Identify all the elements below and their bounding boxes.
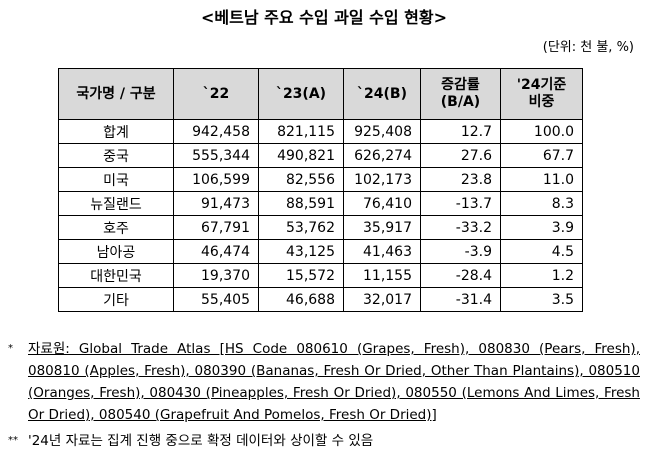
table-cell: 12.7 [420, 119, 501, 144]
table-cell: 4.5 [500, 239, 583, 264]
table-row: 합계 942,458 821,115 925,408 12.7 100.0 [58, 119, 583, 144]
table-cell: 91,473 [173, 191, 259, 216]
table-cell: 88,591 [258, 191, 344, 216]
table-cell: 32,017 [343, 287, 421, 312]
note: * 자료원: Global Trade Atlas [HS Code 080610… [8, 338, 640, 426]
table-cell: 626,274 [343, 143, 421, 168]
table-cell: 76,410 [343, 191, 421, 216]
table-body: 합계 942,458 821,115 925,408 12.7 100.0 중국 555,34… [58, 119, 583, 312]
table-cell: 15,572 [258, 263, 344, 288]
header-cell: `22 [173, 68, 259, 120]
header-cell: 국가명 / 구분 [58, 68, 174, 120]
note-marker: ** [8, 435, 18, 446]
table-cell: 19,370 [173, 263, 259, 288]
table-cell: 925,408 [343, 119, 421, 144]
table-cell: 35,917 [343, 215, 421, 240]
table-row: 기타 55,405 46,688 32,017 -31.4 3.5 [58, 287, 583, 312]
table-cell: 43,125 [258, 239, 344, 264]
table-cell: 490,821 [258, 143, 344, 168]
table-row: 미국 106,599 82,556 102,173 23.8 11.0 [58, 167, 583, 192]
table-cell: 555,344 [173, 143, 259, 168]
table-cell: 미국 [58, 167, 174, 192]
table-cell: 11,155 [343, 263, 421, 288]
table-cell: 기타 [58, 287, 174, 312]
table-cell: 67.7 [500, 143, 583, 168]
table-cell: 53,762 [258, 215, 344, 240]
title: <베트남 주요 수입 과일 수입 현황> [200, 8, 448, 27]
header-cell: '24기준 비중 [500, 68, 583, 120]
table-row: 뉴질랜드 91,473 88,591 76,410 -13.7 8.3 [58, 191, 583, 216]
header-cell: `23(A) [258, 68, 344, 120]
table-cell: 1.2 [500, 263, 583, 288]
table-row: 중국 555,344 490,821 626,274 27.6 67.7 [58, 143, 583, 168]
header-cell: `24(B) [343, 68, 421, 120]
table-cell: 46,688 [258, 287, 344, 312]
table-cell: 11.0 [500, 167, 583, 192]
table-cell: 100.0 [500, 119, 583, 144]
table-cell: 남아공 [58, 239, 174, 264]
table-cell: 8.3 [500, 191, 583, 216]
table-cell: 102,173 [343, 167, 421, 192]
note-text: 자료원: Global Trade Atlas [HS Code 080610 … [28, 341, 640, 423]
table-row: 대한민국 19,370 15,572 11,155 -28.4 1.2 [58, 263, 583, 288]
table-cell: 23.8 [420, 167, 501, 192]
notes: * 자료원: Global Trade Atlas [HS Code 080610… [8, 338, 640, 456]
table-cell: -13.7 [420, 191, 501, 216]
table-cell: 3.5 [500, 287, 583, 312]
table-cell: -31.4 [420, 287, 501, 312]
table-cell: 942,458 [173, 119, 259, 144]
table-cell: -3.9 [420, 239, 501, 264]
table-cell: 27.6 [420, 143, 501, 168]
table-cell: 46,474 [173, 239, 259, 264]
table-row: 호주 67,791 53,762 35,917 -33.2 3.9 [58, 215, 583, 240]
unit: (단위: 천 불, %) [542, 40, 634, 55]
note: ** '24년 자료는 집계 진행 중으로 확정 데이터와 상이할 수 있음 [8, 430, 640, 452]
table-cell: -33.2 [420, 215, 501, 240]
table-cell: 82,556 [258, 167, 344, 192]
note-text: '24년 자료는 집계 진행 중으로 확정 데이터와 상이할 수 있음 [28, 433, 374, 449]
table-cell: 호주 [58, 215, 174, 240]
table-cell: 합계 [58, 119, 174, 144]
table-cell: 55,405 [173, 287, 259, 312]
table: 국가명 / 구분 `22 `23(A) `24(B) 증감률 (B/A) '24기준 비중… [58, 68, 583, 312]
table-row: 남아공 46,474 43,125 41,463 -3.9 4.5 [58, 239, 583, 264]
table-cell: 뉴질랜드 [58, 191, 174, 216]
table-cell: 중국 [58, 143, 174, 168]
table-cell: 67,791 [173, 215, 259, 240]
header-row: 국가명 / 구분 `22 `23(A) `24(B) 증감률 (B/A) '24기준 비중 [58, 68, 583, 120]
table-cell: 대한민국 [58, 263, 174, 288]
table-cell: 41,463 [343, 239, 421, 264]
table-cell: 3.9 [500, 215, 583, 240]
header-cell: 증감률 (B/A) [420, 68, 501, 120]
table-cell: 821,115 [258, 119, 344, 144]
note-marker: * [8, 343, 13, 354]
table-cell: -28.4 [420, 263, 501, 288]
table-cell: 106,599 [173, 167, 259, 192]
